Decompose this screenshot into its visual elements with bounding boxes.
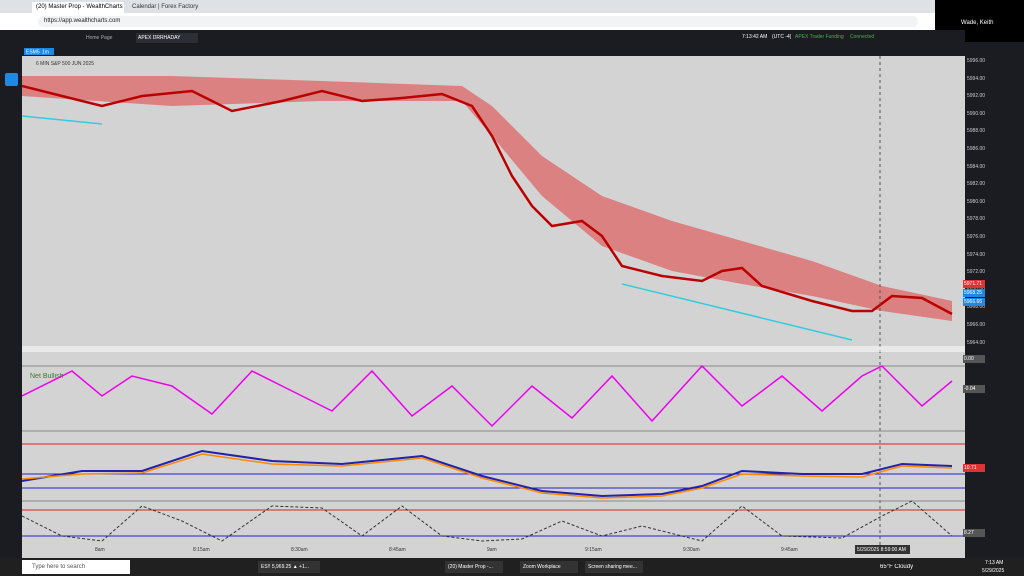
- account: APEX Trader Funding: [795, 34, 844, 40]
- time-label: 8:30am: [291, 547, 308, 553]
- price-label: 5964.00: [967, 339, 986, 346]
- time-label: 9:45am: [781, 547, 798, 553]
- price-label: 5992.00: [967, 93, 986, 100]
- browser-tab[interactable]: (20) Master Prop - WealthCharts: [32, 2, 124, 13]
- price-label: 5974.00: [967, 251, 986, 258]
- time-label: 8:15am: [193, 547, 210, 553]
- weather: 65°F Cloudy: [880, 564, 914, 570]
- status: Connected: [850, 34, 875, 40]
- time-label: 8am: [95, 547, 105, 553]
- osc-label: -0.04: [963, 385, 985, 393]
- tray-time: 7:13 AM: [985, 560, 1004, 566]
- price-label: 5982.00: [967, 181, 986, 188]
- stochastic-line: [22, 500, 953, 542]
- price-tag: 5968.25: [963, 289, 985, 297]
- left-sidebar: [0, 46, 22, 558]
- signal-line: [22, 453, 953, 499]
- chart-area: ESM5 1m 6 MIN S&P 500 JUN 2025: [22, 46, 965, 558]
- price-tag: 5971.71: [963, 280, 985, 288]
- taskbar-item[interactable]: (20) Master Prop -...: [445, 561, 503, 573]
- tab-strip: [0, 0, 935, 13]
- price-label: 5966.00: [967, 322, 986, 328]
- time-label: 8:45am: [389, 547, 406, 553]
- taskbar: [0, 558, 1024, 576]
- price-label: 5978.00: [967, 216, 986, 223]
- price-label: 5986.00: [967, 146, 986, 152]
- oscillator-line: [22, 364, 953, 428]
- time-label: 9:15am: [585, 547, 602, 553]
- crosshair-label: 5/29/2025 8:59:00 AM: [855, 545, 910, 554]
- interval: 1m: [42, 50, 49, 56]
- price-path: [22, 84, 953, 316]
- signal-line: [22, 449, 953, 498]
- clock: 7:13:42 AM: [742, 34, 768, 40]
- app-toolbar: [0, 30, 965, 46]
- time-label: 9am: [487, 547, 497, 553]
- trendline: [22, 115, 103, 125]
- cloud: [22, 76, 952, 321]
- search-box[interactable]: Type here to search: [22, 560, 130, 574]
- trendline: [621, 283, 853, 341]
- price-label: 5972.00: [967, 269, 986, 276]
- app-tab[interactable]: Home Page: [86, 35, 113, 41]
- osc-label: 8.27: [963, 529, 985, 537]
- price-tag: 5966.66: [963, 298, 985, 306]
- taskbar-item[interactable]: Zoom Workplace: [520, 561, 578, 573]
- tray-date: 5/29/2025: [982, 568, 1005, 574]
- indicator-label: Net Bullish: [30, 373, 64, 380]
- price-label: 5968.00: [967, 304, 986, 311]
- price-label: 5994.00: [967, 75, 986, 82]
- price-label: 5980.00: [967, 198, 986, 205]
- price-label: 5996.00: [967, 58, 986, 64]
- osc-label: 0.00: [963, 355, 985, 363]
- symbol: ESM5: [26, 50, 40, 56]
- address-bar[interactable]: https://app.wealthcharts.com: [38, 16, 918, 27]
- app-tab[interactable]: APEX DRRHADAY: [136, 33, 198, 43]
- price-label: 5988.00: [967, 128, 986, 135]
- timezone: (UTC -4): [772, 34, 792, 40]
- add-button[interactable]: [5, 73, 18, 86]
- taskbar-item[interactable]: Screen sharing mee...: [585, 561, 643, 573]
- browser-tab[interactable]: Calendar | Forex Factory: [132, 4, 199, 10]
- chart-title: 6 MIN S&P 500 JUN 2025: [36, 61, 94, 67]
- taskbar-item[interactable]: ES!! 5,969.25 ▲ +1...: [258, 561, 320, 573]
- price-label: 5990.00: [967, 110, 986, 117]
- price-label: 5976.00: [967, 234, 986, 240]
- osc-label: 10.71: [963, 464, 985, 472]
- price-label: 5984.00: [967, 163, 986, 170]
- time-label: 9:30am: [683, 547, 700, 553]
